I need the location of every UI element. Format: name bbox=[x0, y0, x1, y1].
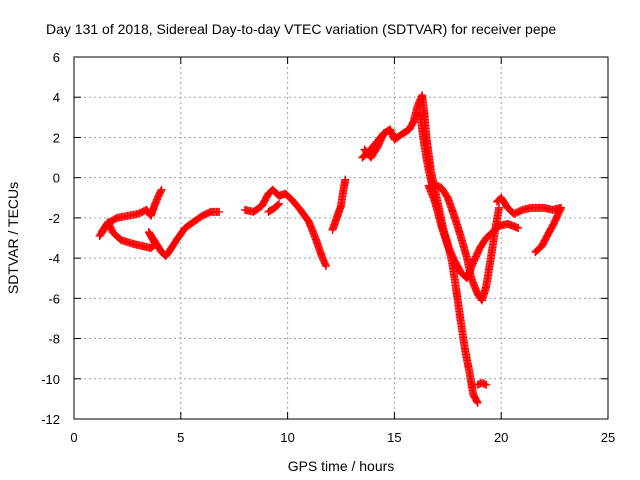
data-point-marker bbox=[215, 207, 224, 216]
y-tick-label: -2 bbox=[48, 211, 60, 226]
data-point-marker bbox=[557, 203, 566, 212]
data-point-marker bbox=[495, 203, 504, 212]
y-tick-label: 4 bbox=[53, 90, 60, 105]
grid-lines bbox=[74, 57, 608, 419]
x-tick-label: 20 bbox=[494, 430, 508, 445]
y-tick-label: -10 bbox=[41, 372, 60, 387]
data-point-marker bbox=[322, 262, 331, 271]
x-tick-label: 10 bbox=[280, 430, 294, 445]
data-point-marker bbox=[473, 398, 482, 407]
data-points bbox=[95, 91, 566, 407]
y-tick-labels: -12 -10 -8 -6 -4 -2 0 2 4 6 bbox=[41, 50, 60, 427]
data-point-marker bbox=[480, 380, 489, 389]
chart-title: Day 131 of 2018, Sidereal Day-to-day VTE… bbox=[46, 21, 556, 37]
y-tick-label: 6 bbox=[53, 50, 60, 65]
y-tick-label: 0 bbox=[53, 171, 60, 186]
data-point-marker bbox=[514, 223, 523, 232]
y-axis-label: SDTVAR / TECUs bbox=[5, 182, 21, 294]
data-point-marker bbox=[472, 397, 481, 406]
y-tick-label: -8 bbox=[48, 332, 60, 347]
data-point-marker bbox=[157, 185, 166, 194]
data-point-marker bbox=[156, 187, 165, 196]
y-tick-label: 2 bbox=[53, 130, 60, 145]
x-tick-label: 5 bbox=[177, 430, 184, 445]
x-axis-label: GPS time / hours bbox=[288, 458, 395, 474]
x-tick-label: 15 bbox=[387, 430, 401, 445]
y-tick-label: -4 bbox=[48, 251, 60, 266]
x-tick-label: 0 bbox=[70, 430, 77, 445]
x-tick-label: 25 bbox=[601, 430, 615, 445]
x-tick-labels: 0 5 10 15 20 25 bbox=[70, 430, 615, 445]
plot-frame bbox=[73, 56, 609, 420]
data-point-marker bbox=[273, 200, 282, 209]
data-point-marker bbox=[275, 199, 284, 208]
y-tick-label: -12 bbox=[41, 412, 60, 427]
data-point-marker bbox=[482, 380, 491, 389]
axis-ticks bbox=[73, 56, 609, 420]
data-point-marker bbox=[341, 175, 350, 184]
data-point-marker bbox=[379, 129, 388, 138]
y-tick-label: -6 bbox=[48, 291, 60, 306]
